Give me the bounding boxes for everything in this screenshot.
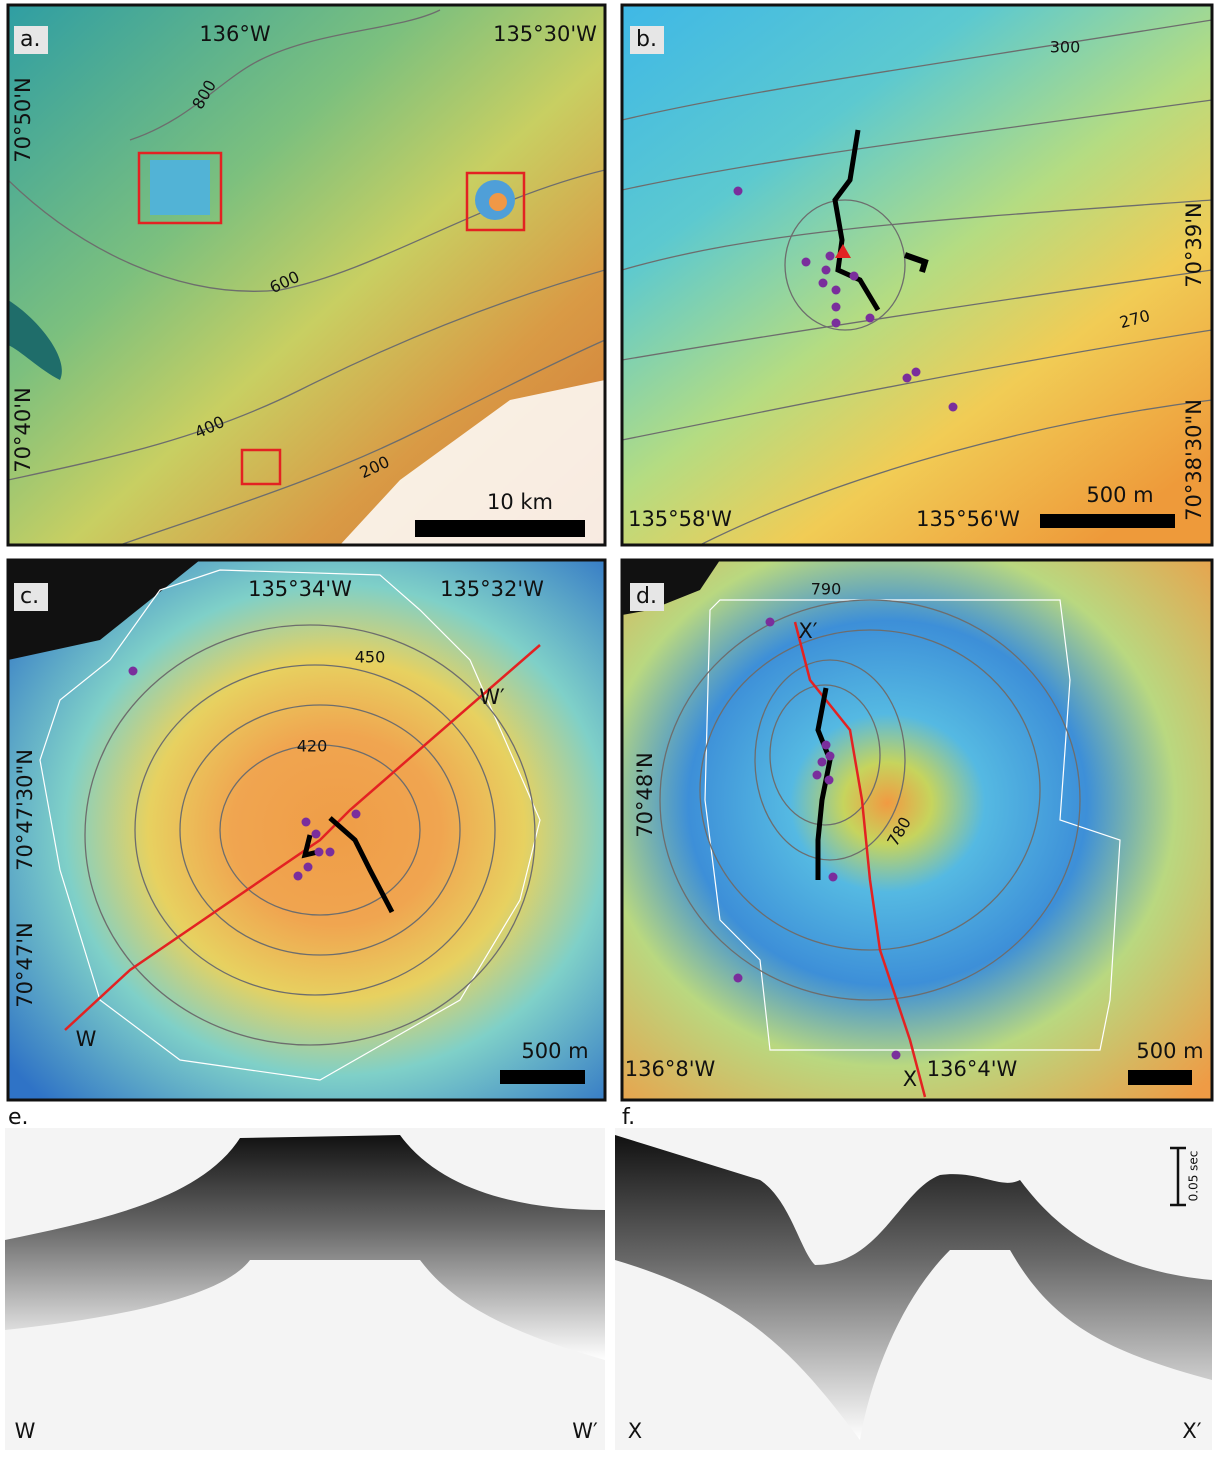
contour-label: 790 — [811, 580, 842, 599]
panel-c-map — [8, 560, 605, 1100]
time-scale-label: 0.05 sec — [1187, 1151, 1201, 1202]
scale-bar — [1040, 514, 1175, 528]
scale-bar — [415, 520, 585, 537]
contour-label: 300 — [1050, 38, 1081, 57]
profile-end-label: X′ — [798, 619, 817, 643]
longitude-label: 135°32'W — [440, 577, 544, 601]
panel-label: e. — [8, 1105, 29, 1130]
longitude-label: 135°34'W — [248, 577, 352, 601]
inset-survey — [150, 160, 210, 215]
latitude-label: 70°39'N — [1182, 202, 1206, 287]
longitude-label: 135°56'W — [916, 507, 1020, 531]
contour-label: 420 — [297, 737, 328, 756]
panel-label: d. — [636, 584, 657, 609]
panel-a-map — [8, 5, 605, 545]
panel-label: a. — [20, 27, 40, 52]
profile-end-label: X′ — [1182, 1419, 1201, 1443]
profile-end-label: W′ — [572, 1419, 598, 1443]
latitude-label: 70°40'N — [11, 387, 35, 472]
longitude-label: 135°30'W — [493, 22, 597, 46]
bathymetry — [622, 5, 1212, 545]
longitude-label: 136°4'W — [927, 1057, 1018, 1081]
latitude-label: 70°38'30"N — [1182, 399, 1206, 521]
scale-bar — [500, 1070, 585, 1084]
profile-end-label: W′ — [479, 685, 505, 709]
profile-end-label: X — [628, 1419, 642, 1443]
scale-label: 500 m — [1086, 483, 1153, 507]
panel-label: c. — [20, 584, 39, 609]
latitude-label: 70°47'N — [13, 922, 37, 1007]
panel-d-map — [622, 560, 1212, 1100]
latitude-label: 70°47'30"N — [13, 749, 37, 871]
bathymetry — [8, 560, 605, 1100]
figure: a. 136°W 135°30'W 70°50'N 70°40'N 800 60… — [0, 0, 1215, 1455]
contour-label: 450 — [355, 648, 386, 667]
scale-label: 500 m — [1136, 1039, 1203, 1063]
scale-bar — [1128, 1070, 1192, 1085]
longitude-label: 135°58'W — [628, 507, 732, 531]
panel-label: b. — [636, 27, 657, 52]
latitude-label: 70°50'N — [11, 77, 35, 162]
panel-b-map — [622, 5, 1212, 545]
latitude-label: 70°48'N — [633, 752, 657, 837]
profile-end-label: W — [15, 1419, 36, 1443]
bathymetry — [622, 560, 1212, 1100]
longitude-label: 136°8'W — [625, 1057, 716, 1081]
panel-label: f. — [622, 1105, 635, 1130]
longitude-label: 136°W — [199, 22, 271, 46]
scale-label: 500 m — [521, 1039, 588, 1063]
inset-survey — [489, 193, 507, 211]
profile-end-label: X — [903, 1067, 917, 1091]
profile-end-label: W — [76, 1027, 97, 1051]
scale-label: 10 km — [487, 490, 553, 514]
